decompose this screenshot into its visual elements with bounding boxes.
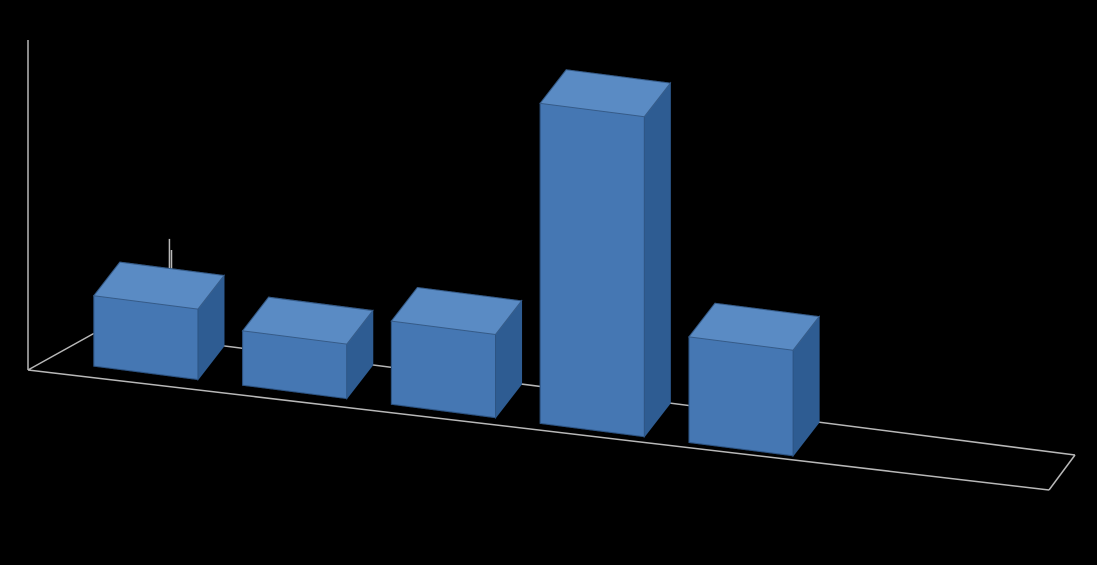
bar-3 bbox=[540, 70, 670, 437]
bars-group bbox=[94, 70, 819, 456]
bar-2 bbox=[391, 287, 521, 417]
bar-4 bbox=[689, 303, 819, 456]
bar-0 bbox=[94, 262, 224, 379]
bar-1 bbox=[243, 297, 373, 398]
bar-chart-3d bbox=[0, 0, 1097, 565]
